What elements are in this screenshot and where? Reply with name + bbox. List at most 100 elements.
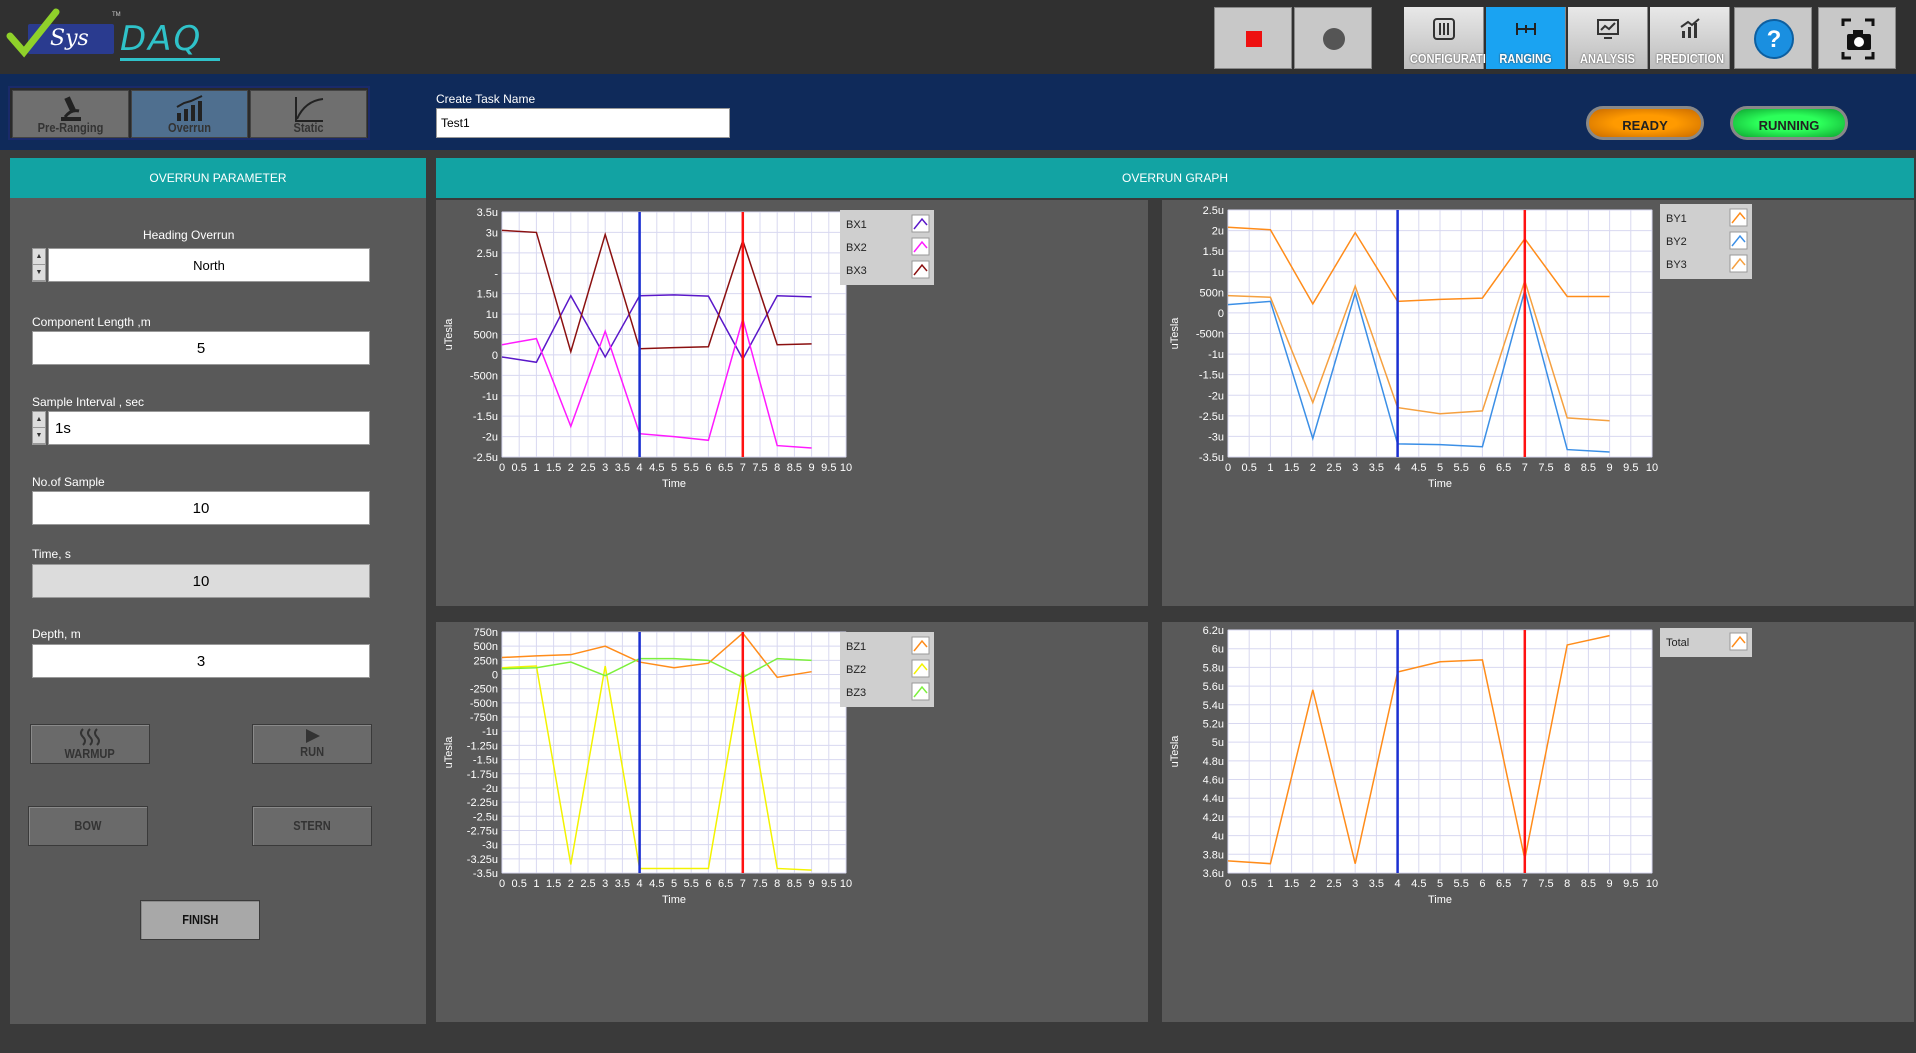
by-y-tick-label: -3u: [1208, 431, 1224, 443]
nav-analysis[interactable]: ANALYSIS: [1568, 7, 1648, 69]
total-y-tick-label: 4.6u: [1203, 775, 1224, 787]
check-mark-icon: [6, 8, 60, 58]
run-button[interactable]: RUN: [252, 724, 372, 764]
bz-y-tick-label: -1.5u: [473, 755, 498, 767]
record-icon: [1323, 28, 1345, 50]
total-x-tick-label: 6: [1479, 878, 1485, 890]
total-x-tick-label: 4: [1395, 878, 1401, 890]
heading-spinner[interactable]: ▲ ▼: [32, 248, 46, 282]
task-name-label: Create Task Name: [436, 92, 536, 106]
bz-x-tick-label: 4.5: [649, 878, 664, 890]
task-name-input[interactable]: [436, 108, 730, 138]
bz-y-tick-label: 250n: [474, 655, 498, 667]
curve-icon: [295, 97, 324, 122]
finish-button[interactable]: FINISH: [140, 900, 260, 940]
by-x-tick-label: 6.5: [1496, 462, 1511, 474]
help-button[interactable]: ?: [1734, 7, 1812, 69]
no-of-sample-field[interactable]: 10: [32, 491, 370, 525]
bz-y-tick-label: -3u: [482, 840, 498, 852]
no-of-sample-label: No.of Sample: [32, 475, 105, 489]
logo-underline: [120, 58, 220, 61]
bx-x-axis-title: Time: [662, 478, 686, 490]
total-x-tick-label: 9: [1607, 878, 1613, 890]
warmup-button[interactable]: WARMUP: [30, 724, 150, 764]
bx-y-tick-label: -1.5u: [473, 411, 498, 423]
total-x-tick-label: 1.5: [1284, 878, 1299, 890]
logo-sys-text: Sys: [50, 26, 89, 51]
nav-prediction[interactable]: PREDICTION: [1650, 7, 1730, 69]
bz-x-tick-label: 4: [637, 878, 643, 890]
sample-interval-field[interactable]: 1s: [48, 411, 370, 445]
heat-icon: [80, 728, 100, 746]
sample-interval-label: Sample Interval , sec: [32, 395, 145, 409]
running-indicator: RUNNING: [1730, 106, 1848, 140]
by-graph-panel: 0 0.5 1 1.5 2 2.5 3 3.5 4 4.5 5 5.5 6 6.5 7 7.5 8 8.5 9 9.5…: [1162, 200, 1914, 606]
by-series-by2: [1227, 287, 1610, 453]
by-x-tick-label: 6: [1479, 462, 1485, 474]
by-y-tick-label: -1.5u: [1199, 370, 1224, 382]
bz-x-tick-label: 8.5: [787, 878, 802, 890]
bz-x-tick-label: 0: [499, 878, 505, 890]
by-legend-swatch: [1729, 208, 1748, 227]
stern-button[interactable]: STERN: [252, 806, 372, 846]
sample-interval-spinner[interactable]: ▲ ▼: [32, 411, 46, 445]
mode-overrun-label: Overrun: [167, 120, 211, 135]
total-y-tick-label: 3.8u: [1203, 849, 1224, 861]
total-x-tick-label: 0.5: [1242, 878, 1257, 890]
spin-up-icon[interactable]: ▲: [33, 412, 45, 428]
total-x-tick-label: 9.5: [1623, 878, 1638, 890]
bx-x-tick-label: 0.5: [512, 462, 527, 474]
bz-y-tick-label: -3.5u: [473, 868, 498, 880]
sliders-icon: [1433, 18, 1455, 40]
total-x-tick-label: 5.5: [1454, 878, 1469, 890]
by-x-tick-label: 4.5: [1411, 462, 1426, 474]
ready-indicator: READY: [1586, 106, 1704, 140]
heading-overrun-field[interactable]: North: [48, 248, 370, 282]
record-button[interactable]: [1294, 7, 1372, 69]
spin-down-icon[interactable]: ▼: [33, 265, 45, 281]
bx-series-bx3: [501, 229, 812, 355]
bz-legend-swatch: [911, 659, 930, 678]
nav-configuration[interactable]: CONFIGURATION: [1404, 7, 1502, 69]
bx-y-tick-label: -: [494, 268, 498, 280]
bx-y-tick-label: 1.5u: [477, 289, 498, 301]
bz-x-tick-label: 7: [740, 878, 746, 890]
bz-y-tick-label: -250n: [470, 684, 498, 696]
depth-field[interactable]: 3: [32, 644, 370, 678]
component-length-field[interactable]: 5: [32, 331, 370, 365]
by-y-tick-label: 500n: [1200, 287, 1224, 299]
stop-button[interactable]: [1214, 7, 1292, 69]
mode-static[interactable]: Static: [250, 90, 367, 138]
mode-overrun[interactable]: Overrun: [131, 90, 248, 138]
bz-y-tick-label: -2u: [482, 783, 498, 795]
bx-x-tick-label: 1: [533, 462, 539, 474]
nav-analysis-label: ANALYSIS: [1580, 51, 1635, 66]
bz-x-tick-label: 5: [671, 878, 677, 890]
top-bar: Sys TM DAQ CONFIGURATION RANGING ANALYSI…: [0, 0, 1916, 74]
screenshot-button[interactable]: [1818, 7, 1896, 69]
stop-icon: [1246, 31, 1262, 47]
nav-ranging[interactable]: RANGING: [1486, 7, 1566, 69]
by-x-tick-label: 2.5: [1326, 462, 1341, 474]
total-y-axis-title: uTesla: [1169, 735, 1181, 768]
by-x-tick-label: 2: [1310, 462, 1316, 474]
spin-up-icon[interactable]: ▲: [33, 249, 45, 265]
bz-x-axis-title: Time: [662, 894, 686, 906]
bow-button[interactable]: BOW: [28, 806, 148, 846]
total-y-tick-label: 3.6u: [1203, 868, 1224, 880]
total-x-tick-label: 5: [1437, 878, 1443, 890]
by-y-tick-label: -500n: [1196, 329, 1224, 341]
bx-legend-line-icon: [913, 217, 928, 230]
bz-x-tick-label: 2.5: [580, 878, 595, 890]
mode-pre-ranging[interactable]: Pre-Ranging: [12, 90, 129, 138]
bz-graph-panel: 0 0.5 1 1.5 2 2.5 3 3.5 4 4.5 5 5.5 6 6.5 7 7.5 8 8.5 9 9.5…: [436, 622, 1148, 1022]
warmup-label: WARMUP: [64, 746, 116, 761]
bx-legend-swatch: [911, 260, 930, 279]
logo-daq-text: DAQ: [120, 19, 203, 59]
bx-x-tick-label: 7.5: [752, 462, 767, 474]
spin-down-icon[interactable]: ▼: [33, 428, 45, 444]
bz-x-tick-label: 9.5: [821, 878, 836, 890]
bz-legend-line-icon: [913, 662, 928, 675]
total-x-tick-label: 2.5: [1326, 878, 1341, 890]
bx-legend-line-icon: [913, 263, 928, 276]
